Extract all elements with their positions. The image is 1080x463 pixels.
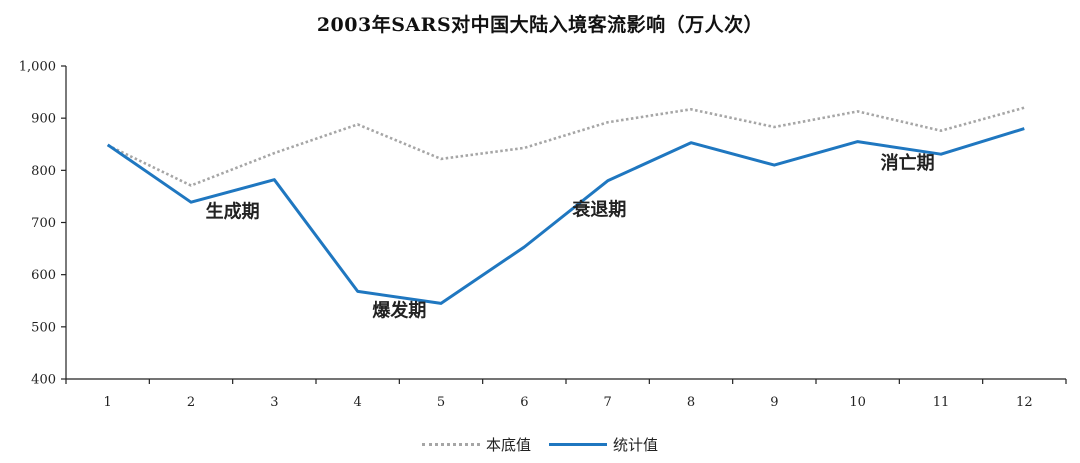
legend: 本底值 统计值 bbox=[0, 434, 1080, 455]
x-tick-label: 2 bbox=[187, 395, 195, 410]
y-tick-label: 800 bbox=[31, 164, 56, 179]
x-tick-label: 8 bbox=[687, 395, 695, 410]
y-tick-label: 500 bbox=[31, 320, 56, 335]
y-tick-label: 400 bbox=[31, 373, 56, 388]
y-tick-label: 700 bbox=[31, 216, 56, 231]
y-tick-label: 1,000 bbox=[19, 60, 56, 75]
x-tick-label: 6 bbox=[520, 395, 528, 410]
phase-annotation: 爆发期 bbox=[372, 299, 426, 321]
x-tick-label: 4 bbox=[354, 395, 362, 410]
y-tick-label: 600 bbox=[31, 268, 56, 283]
y-tick-label: 900 bbox=[31, 112, 56, 127]
x-tick-label: 11 bbox=[933, 395, 950, 410]
x-tick-label: 9 bbox=[770, 395, 778, 410]
x-tick-label: 3 bbox=[270, 395, 278, 410]
series-line-actual bbox=[106, 127, 1025, 305]
phase-annotation: 生成期 bbox=[206, 200, 260, 222]
x-tick-label: 10 bbox=[849, 395, 866, 410]
legend-swatch-solid bbox=[549, 443, 607, 446]
legend-label-actual: 统计值 bbox=[613, 436, 659, 454]
legend-swatch-dotted bbox=[421, 443, 480, 446]
x-tick-label: 7 bbox=[604, 395, 612, 410]
legend-label-baseline: 本底值 bbox=[485, 436, 531, 454]
x-tick-label: 5 bbox=[437, 395, 445, 410]
x-tick-label: 12 bbox=[1016, 395, 1033, 410]
series-layer bbox=[106, 106, 1025, 305]
legend-item-baseline: 本底值 bbox=[421, 434, 531, 455]
series-line-baseline bbox=[107, 106, 1025, 187]
x-tick-label: 1 bbox=[104, 395, 112, 410]
chart-title: 2003年SARS对中国大陆入境客流影响（万人次） bbox=[316, 14, 764, 36]
phase-annotation: 衰退期 bbox=[571, 199, 626, 221]
legend-item-actual: 统计值 bbox=[549, 434, 658, 455]
phase-annotation: 消亡期 bbox=[881, 152, 935, 174]
